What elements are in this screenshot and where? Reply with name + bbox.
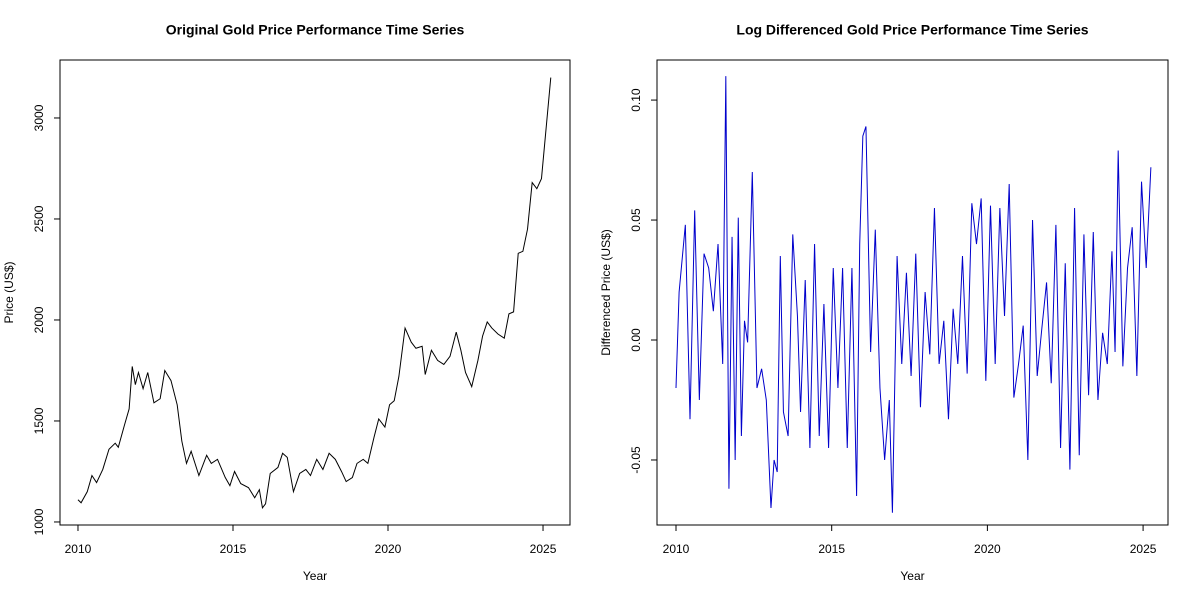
chart-title: Original Gold Price Performance Time Ser… [166, 22, 465, 38]
y-tick-label: 2500 [32, 205, 46, 232]
chart-title: Log Differenced Gold Price Performance T… [736, 22, 1088, 38]
x-tick-label: 2020 [375, 542, 402, 556]
x-axis-label: Year [900, 569, 924, 583]
y-tick-label: -0.05 [629, 446, 643, 474]
y-tick-label: 2000 [32, 306, 46, 333]
x-tick-label: 2015 [220, 542, 247, 556]
x-tick-label: 2025 [530, 542, 557, 556]
y-tick-label: 1500 [32, 407, 46, 434]
y-tick-label: 0.05 [629, 208, 643, 232]
x-tick-label: 2025 [1130, 542, 1157, 556]
data-line [77, 77, 552, 510]
y-tick-label: 1000 [32, 508, 46, 535]
x-axis-label: Year [303, 569, 327, 583]
y-axis-label: Differenced Price (US$) [599, 229, 613, 356]
x-tick-label: 2010 [65, 542, 92, 556]
y-tick-label: 0.00 [629, 328, 643, 352]
x-tick-label: 2020 [974, 542, 1001, 556]
plot-frame [59, 59, 571, 526]
x-tick-label: 2010 [663, 542, 690, 556]
y-tick-label: 3000 [32, 104, 46, 131]
x-tick-label: 2015 [818, 542, 845, 556]
data-line [675, 76, 1152, 513]
y-tick-label: 0.10 [629, 88, 643, 112]
y-axis-label: Price (US$) [2, 261, 16, 323]
